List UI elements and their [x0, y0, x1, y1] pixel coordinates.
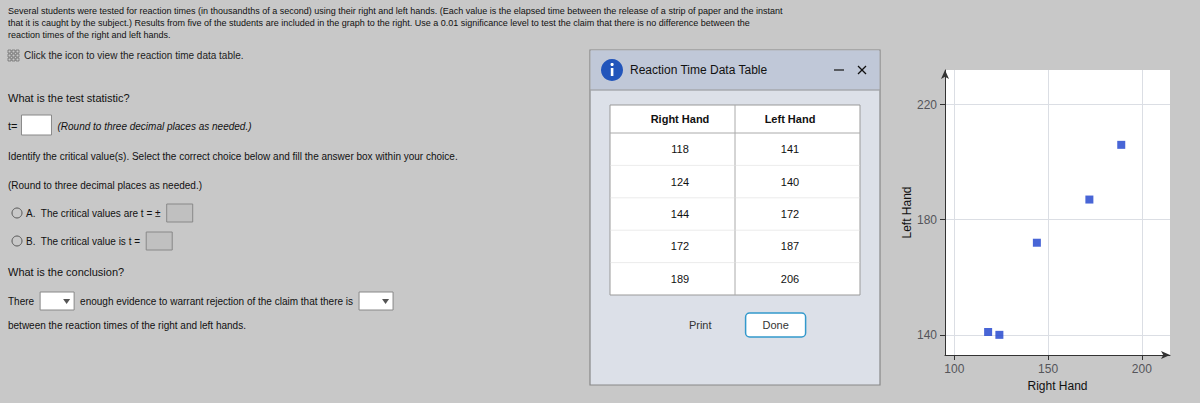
svg-text:100: 100 [944, 362, 964, 376]
svg-text:t=: t= [8, 120, 17, 132]
svg-text:172: 172 [781, 208, 799, 220]
svg-text:Identify the critical value(s): Identify the critical value(s). Select t… [8, 151, 458, 162]
svg-text:189: 189 [671, 273, 689, 285]
svg-text:enough evidence to warrant rej: enough evidence to warrant rejection of … [80, 296, 353, 307]
svg-text:206: 206 [781, 273, 799, 285]
svg-text:118: 118 [671, 143, 689, 155]
svg-text:(Round to three decimal places: (Round to three decimal places as needed… [8, 180, 202, 191]
svg-text:Reaction Time Data Table: Reaction Time Data Table [630, 63, 768, 77]
svg-text:124: 124 [671, 176, 689, 188]
svg-text:187: 187 [781, 240, 799, 252]
svg-text:reaction times of the right an: reaction times of the right and left han… [8, 30, 171, 40]
svg-text:Left Hand: Left Hand [900, 186, 914, 238]
svg-text:There: There [8, 296, 35, 307]
svg-text:150: 150 [1038, 362, 1058, 376]
svg-text:140: 140 [781, 176, 799, 188]
svg-text:200: 200 [1132, 362, 1152, 376]
svg-text:Click the icon to view the rea: Click the icon to view the reaction time… [24, 50, 244, 61]
svg-text:180: 180 [917, 213, 937, 227]
svg-text:B. The critical value is t =: B. The critical value is t = [26, 236, 140, 247]
svg-text:Done: Done [762, 319, 788, 331]
svg-text:Several students were tested f: Several students were tested for reactio… [8, 6, 783, 16]
svg-text:Right Hand: Right Hand [1027, 379, 1087, 393]
svg-text:141: 141 [781, 143, 799, 155]
svg-text:What is the test statistic?: What is the test statistic? [8, 92, 130, 104]
svg-text:172: 172 [671, 240, 689, 252]
svg-text:(Round to three decimal places: (Round to three decimal places as needed… [57, 121, 251, 132]
svg-text:What is the conclusion?: What is the conclusion? [8, 266, 124, 278]
svg-text:144: 144 [671, 208, 689, 220]
svg-text:Left Hand: Left Hand [765, 113, 816, 125]
svg-text:between the reaction times of: between the reaction times of the right … [8, 320, 246, 331]
svg-text:Right Hand: Right Hand [651, 113, 710, 125]
svg-text:Print: Print [689, 319, 712, 331]
svg-text:A. The critical values are t: A. The critical values are t = ± [26, 208, 161, 219]
svg-text:140: 140 [917, 328, 937, 342]
svg-text:that it is caught by the subje: that it is caught by the subject.) Resul… [8, 18, 750, 28]
svg-text:220: 220 [917, 98, 937, 112]
